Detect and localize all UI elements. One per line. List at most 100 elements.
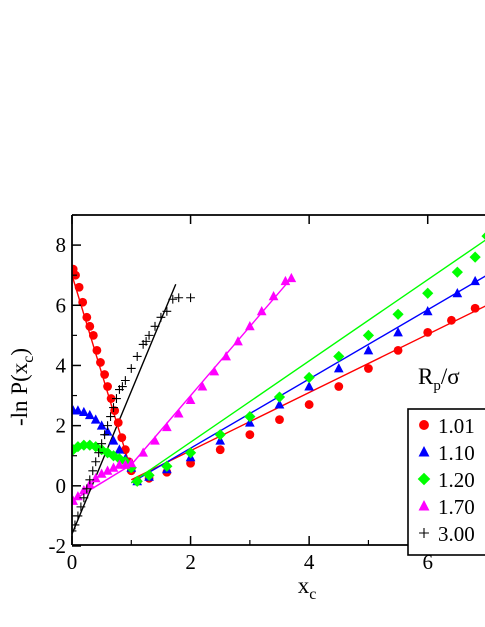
data-point-1-01 — [304, 400, 314, 409]
data-point-1-01 — [470, 303, 480, 313]
data-point-3-00 — [97, 439, 107, 449]
data-point-1-20 — [422, 287, 434, 299]
data-point-1-20 — [451, 266, 463, 278]
legend-label-1-10: 1.10 — [438, 441, 475, 465]
data-point-3-00 — [144, 330, 154, 340]
data-point-3-00 — [91, 457, 101, 467]
data-point-1-01 — [106, 394, 116, 403]
data-point-3-00 — [103, 421, 112, 431]
data-point-1-70 — [162, 421, 172, 432]
data-point-1-01 — [215, 445, 225, 455]
x-tick-label: 0 — [67, 550, 78, 574]
x-tick-label: 4 — [304, 550, 315, 574]
y-tick-label: 6 — [56, 293, 67, 317]
data-point-1-10 — [470, 275, 480, 286]
fit-line-1-20 — [130, 239, 485, 484]
data-point-1-70 — [150, 435, 160, 445]
data-point-1-01 — [78, 297, 88, 307]
data-point-3-00 — [109, 403, 118, 412]
fit-line-3-00 — [72, 283, 177, 535]
data-point-1-70 — [256, 306, 267, 316]
data-point-1-01 — [103, 382, 112, 391]
data-point-1-70 — [245, 321, 255, 331]
data-point-3-00 — [141, 336, 151, 346]
data-point-1-20 — [273, 391, 286, 403]
data-point-1-20 — [481, 232, 485, 240]
data-point-1-01 — [113, 418, 123, 428]
data-point-1-10 — [73, 405, 83, 415]
data-point-1-01 — [85, 321, 95, 331]
data-point-1-10 — [363, 345, 374, 355]
data-point-1-10 — [452, 287, 463, 298]
y-tick-label: -2 — [49, 534, 67, 558]
data-point-3-00 — [150, 321, 160, 331]
x-axis-label: xc — [298, 573, 317, 603]
legend-label-1-20: 1.20 — [438, 468, 475, 492]
data-point-1-10 — [393, 327, 403, 337]
data-point-1-10 — [84, 409, 95, 420]
data-point-1-20 — [78, 439, 90, 451]
y-tick-label: 4 — [56, 353, 67, 377]
data-point-1-70 — [221, 351, 231, 361]
data-point-1-20 — [101, 447, 114, 459]
data-point-1-70 — [209, 366, 220, 376]
data-point-1-01 — [110, 406, 120, 415]
data-point-3-00 — [117, 382, 127, 391]
x-tick-label: 6 — [422, 550, 433, 574]
data-point-1-20 — [244, 411, 256, 423]
data-point-1-20 — [362, 329, 375, 341]
data-point-1-20-legend — [417, 472, 431, 486]
data-point-1-01 — [117, 433, 127, 443]
data-point-1-20 — [96, 444, 108, 456]
legend: Rp/σ 1.01 1.10 1.20 1.70 3.00 — [407, 364, 485, 556]
data-point-1-20 — [125, 462, 137, 474]
data-point-1-10 — [304, 381, 314, 391]
legend-label-3-00: 3.00 — [438, 522, 475, 546]
y-axis-label: -ln P(xc) — [7, 348, 37, 426]
data-point-1-01 — [393, 346, 403, 355]
data-point-1-70 — [185, 394, 196, 405]
data-point-3-00 — [186, 293, 195, 303]
data-point-1-10 — [90, 414, 101, 424]
data-point-1-20 — [392, 308, 404, 320]
data-point-3-00 — [72, 526, 77, 536]
data-point-1-10 — [333, 363, 344, 373]
data-point-3-00 — [174, 293, 184, 303]
data-point-1-20 — [303, 371, 315, 384]
data-point-1-01 — [364, 364, 373, 373]
y-tick-label: 2 — [56, 414, 67, 438]
data-point-1-20 — [469, 251, 481, 263]
legend-label-1-70: 1.70 — [438, 495, 475, 519]
data-point-1-10 — [114, 444, 125, 454]
data-point-3-00 — [79, 493, 89, 503]
data-point-1-70 — [268, 290, 279, 301]
data-point-3-00 — [156, 312, 166, 322]
data-point-1-70-legend — [418, 500, 430, 511]
data-point-3-00 — [162, 306, 172, 316]
data-point-3-00 — [85, 475, 95, 485]
data-point-1-20 — [161, 460, 173, 472]
data-point-1-20 — [214, 429, 226, 441]
data-point-1-01 — [100, 370, 110, 379]
data-point-1-01 — [275, 415, 284, 425]
data-point-3-00 — [126, 364, 136, 373]
data-point-1-01 — [96, 358, 105, 367]
data-point-1-01 — [423, 327, 433, 337]
legend-title: Rp/σ — [418, 364, 460, 394]
data-point-1-01 — [334, 382, 344, 391]
data-point-3-00 — [100, 430, 110, 440]
data-point-3-00 — [76, 502, 86, 512]
fit-line-1-70 — [130, 277, 292, 466]
data-point-1-70 — [108, 462, 119, 472]
data-point-1-01-legend — [419, 420, 429, 430]
data-point-1-01 — [447, 315, 456, 325]
data-point-1-70 — [286, 272, 297, 283]
data-point-3-00 — [168, 294, 178, 304]
data-point-1-01 — [92, 346, 102, 355]
data-point-3-00 — [94, 448, 104, 458]
data-point-3-00 — [88, 466, 98, 476]
data-point-3-00-legend — [419, 528, 429, 538]
data-point-1-01 — [74, 282, 84, 292]
fit-line-1-70 — [72, 464, 132, 502]
data-point-1-20 — [184, 447, 197, 459]
